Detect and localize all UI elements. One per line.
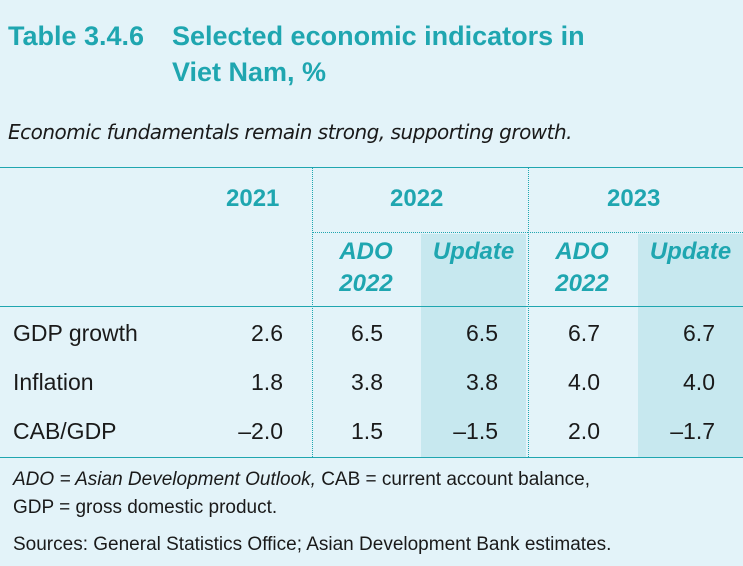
header-2023: 2023: [607, 185, 661, 212]
header-2021: 2021: [226, 185, 280, 212]
header-2022: 2022: [390, 185, 444, 212]
cell-cab-ado2023: 2.0: [568, 418, 600, 444]
rule-top: [0, 167, 743, 168]
divider-2021-2022: [312, 168, 313, 457]
cell-cab-upd2022: –1.5: [453, 418, 498, 444]
note-abbr-rest: CAB = current account balance,: [315, 469, 590, 490]
shade-update-2022: [421, 234, 526, 457]
table-title: Table 3.4.6 Selected economic indicators…: [8, 18, 738, 90]
table-subtitle: Economic fundamentals remain strong, sup…: [8, 120, 573, 144]
header-update-2022: Update: [432, 238, 515, 265]
cell-inflation-ado2023: 4.0: [568, 369, 600, 395]
divider-2022-2023: [528, 168, 529, 457]
cell-inflation-upd2022: 3.8: [466, 369, 498, 395]
cell-gdp-ado2022: 6.5: [351, 320, 383, 346]
note-abbr-ado: ADO = Asian Development Outlook,: [13, 469, 316, 490]
cell-gdp-upd2023: 6.7: [683, 320, 715, 346]
rule-bottom: [0, 457, 743, 458]
cell-cab-ado2022: 1.5: [351, 418, 383, 444]
cell-cab-2021: –2.0: [238, 418, 283, 444]
cell-gdp-2021: 2.6: [251, 320, 283, 346]
divider-2022-sub: [312, 232, 528, 233]
header-update-2023: Update: [649, 238, 732, 265]
cell-cab-upd2023: –1.7: [670, 418, 715, 444]
note-sources: Sources: General Statistics Office; Asia…: [13, 534, 612, 555]
cell-inflation-upd2023: 4.0: [683, 369, 715, 395]
header-ado-2022: ADO 2022: [339, 238, 393, 297]
note-abbreviations: ADO = Asian Development Outlook, CAB = c…: [13, 466, 738, 493]
table-number: Table 3.4.6: [8, 21, 145, 51]
note-abbreviations-line2: GDP = gross domestic product.: [13, 497, 278, 518]
row-label-inflation: Inflation: [13, 369, 94, 395]
cell-gdp-upd2022: 6.5: [466, 320, 498, 346]
divider-2023-sub: [528, 232, 743, 233]
cell-inflation-2021: 1.8: [251, 369, 283, 395]
cell-inflation-ado2022: 3.8: [351, 369, 383, 395]
shade-update-2023: [638, 234, 743, 457]
rule-mid: [0, 306, 743, 307]
row-label-cab-gdp: CAB/GDP: [13, 418, 117, 444]
row-label-gdp-growth: GDP growth: [13, 320, 138, 346]
header-ado-2023: ADO 2022: [555, 238, 609, 297]
table-title-text: Selected economic indicators in Viet Nam…: [172, 21, 585, 87]
cell-gdp-ado2023: 6.7: [568, 320, 600, 346]
